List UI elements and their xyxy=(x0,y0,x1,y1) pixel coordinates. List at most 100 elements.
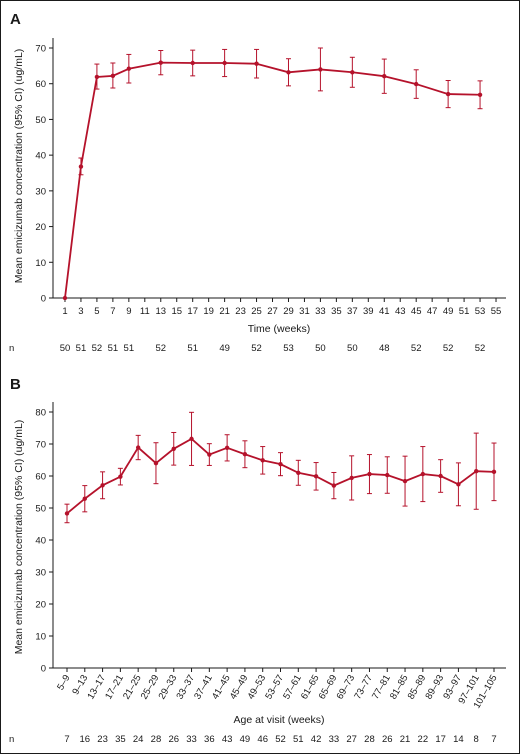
panel-a-x-tick-label: 29 xyxy=(283,306,294,317)
panel-a-x-tick-label: 3 xyxy=(78,306,83,317)
panel-b-data-point xyxy=(331,483,337,488)
panel-a-x-tick-label: 13 xyxy=(155,306,166,317)
panel-a-n-row: 50 51 52 51 51 52 51 49 52 53 50 50 48 52 52 52 xyxy=(60,343,486,354)
panel-b-y-tick-label: 70 xyxy=(35,440,46,451)
panel-b-n-value: 14 xyxy=(453,734,464,745)
panel-a-data-point xyxy=(78,164,84,169)
panel-b-n-value: 33 xyxy=(329,734,340,745)
panel-a-x-tick-label: 15 xyxy=(171,306,182,317)
panel-b-n-value: 33 xyxy=(186,734,197,745)
panel-b-y-tick-label: 60 xyxy=(35,472,46,483)
panel-b-data-point xyxy=(135,445,141,450)
panel-b-data-point xyxy=(296,470,301,475)
panel-a-y-tick-label: 50 xyxy=(35,115,46,126)
panel-b-y-tick-label: 10 xyxy=(35,632,46,643)
panel-a-x-tick-label: 27 xyxy=(267,306,278,317)
panel-a-x-tick-label: 51 xyxy=(459,306,470,317)
panel-b-letter: B xyxy=(10,376,21,393)
panel-b-n-value: 36 xyxy=(204,734,215,745)
panel-a-n-row-label: n xyxy=(9,343,14,354)
panel-b-n-value: 51 xyxy=(293,734,304,745)
panel-b-data-point xyxy=(224,445,230,451)
panel-a-data-point xyxy=(350,70,355,75)
panel-a-data-point xyxy=(477,92,483,97)
panel-a-data-point xyxy=(445,91,451,97)
panel-b-n-value: 7 xyxy=(64,734,69,745)
panel-b-n-value: 23 xyxy=(97,734,108,745)
panel-a-x-tick-label: 21 xyxy=(219,306,230,317)
panel-b-data-point xyxy=(385,472,390,478)
panel-b-error-bars xyxy=(64,411,497,524)
panel-a-x-tick-label: 11 xyxy=(140,306,150,317)
panel-b-n-row-label: n xyxy=(9,734,14,745)
panel-a-x-tick-label: 9 xyxy=(126,306,131,317)
panel-a-n-value: 51 xyxy=(108,343,119,354)
panel-a-x-axis-title: Time (weeks) xyxy=(248,323,311,335)
panel-a-x-tick-label: 49 xyxy=(443,306,454,317)
panel-a-n-value: 50 xyxy=(60,343,71,354)
panel-b-data-point xyxy=(420,471,426,477)
panel-b-n-row: 7 16 23 35 24 28 26 33 36 43 49 46 52 51 42 33 27 28 26 21 2… xyxy=(64,734,496,745)
panel-a-n-value: 49 xyxy=(219,343,230,354)
panel-a-x-tick-label: 19 xyxy=(203,306,214,317)
panel-b-y-tick-label: 80 xyxy=(35,408,46,419)
panel-b-data-point xyxy=(456,482,461,487)
panel-b-n-value: 26 xyxy=(382,734,393,745)
panel-b-n-value: 43 xyxy=(222,734,233,745)
panel-a-x-tick-label: 55 xyxy=(491,306,502,317)
panel-a-x-tick-label: 25 xyxy=(251,306,262,317)
panel-a-data-point xyxy=(190,60,195,66)
panel-a-x-tick-label: 31 xyxy=(299,306,310,317)
panel-a-x-tick-label: 43 xyxy=(395,306,406,317)
panel-a-y-tick-label: 60 xyxy=(35,79,46,90)
panel-b-data-point xyxy=(313,474,319,479)
panel-b-n-value: 21 xyxy=(400,734,411,745)
panel-a-n-value: 52 xyxy=(155,343,166,354)
panel-a-data-point xyxy=(94,74,100,80)
panel-a-y-tick-label: 10 xyxy=(35,258,46,269)
panel-b-n-value: 16 xyxy=(80,734,91,745)
panel-a-n-value: 53 xyxy=(283,343,294,354)
panel-a-data-point xyxy=(110,73,116,79)
panel-b-n-value: 7 xyxy=(491,734,496,745)
panel-b-y-tick-label: 30 xyxy=(35,568,46,579)
panel-a-y-tick-label: 70 xyxy=(35,44,46,55)
panel-a-n-value: 50 xyxy=(347,343,358,354)
panel-a-y-tick-label: 40 xyxy=(35,151,46,162)
panel-a-x-tick-label: 23 xyxy=(235,306,246,317)
panel-a-data-point xyxy=(62,295,68,301)
panel-a-y-tick-label: 30 xyxy=(35,186,46,197)
panel-a-n-value: 52 xyxy=(92,343,103,354)
panel-b-y-tick-label: 20 xyxy=(35,600,46,611)
panel-b-data-point xyxy=(153,461,159,466)
panel-b-n-value: 46 xyxy=(257,734,268,745)
panel-a-n-value: 51 xyxy=(76,343,87,354)
panel-b-y-axis-title: Mean emicizumab concentration (95% CI) (… xyxy=(13,420,25,655)
panel-b-data-point xyxy=(278,461,283,467)
panel-b-n-value: 52 xyxy=(275,734,286,745)
panel-a-x-tick-label: 7 xyxy=(110,306,115,317)
panel-b-data-point xyxy=(474,469,479,474)
panel-a-n-value: 51 xyxy=(124,343,135,354)
panel-b-data-point xyxy=(171,446,176,451)
panel-a-axis-frame xyxy=(52,38,506,299)
panel-a-data-point xyxy=(318,67,323,72)
panel-a-data-point xyxy=(158,60,163,65)
panel-b-n-value: 28 xyxy=(151,734,162,745)
panel-b-y-tick-label: 0 xyxy=(41,664,46,675)
panel-b-data-point xyxy=(367,471,372,477)
panel-b-y-tick-label: 50 xyxy=(35,504,46,515)
panel-b-data-point xyxy=(260,458,265,463)
panel-b-n-value: 28 xyxy=(364,734,375,745)
panel-a-n-value: 50 xyxy=(315,343,326,354)
panel-a-n-value: 52 xyxy=(251,343,262,354)
panel-b-data-point xyxy=(438,473,443,479)
panel-b-n-value: 49 xyxy=(240,734,251,745)
panel-b-data-point xyxy=(82,496,87,501)
panel-a-data-point xyxy=(413,81,419,87)
panel-a-x-tick-label: 37 xyxy=(347,306,358,317)
panel-b-data-point xyxy=(100,483,105,488)
panel-a-data-point xyxy=(126,66,132,71)
panel-b-x-axis-title: Age at visit (weeks) xyxy=(233,714,324,726)
